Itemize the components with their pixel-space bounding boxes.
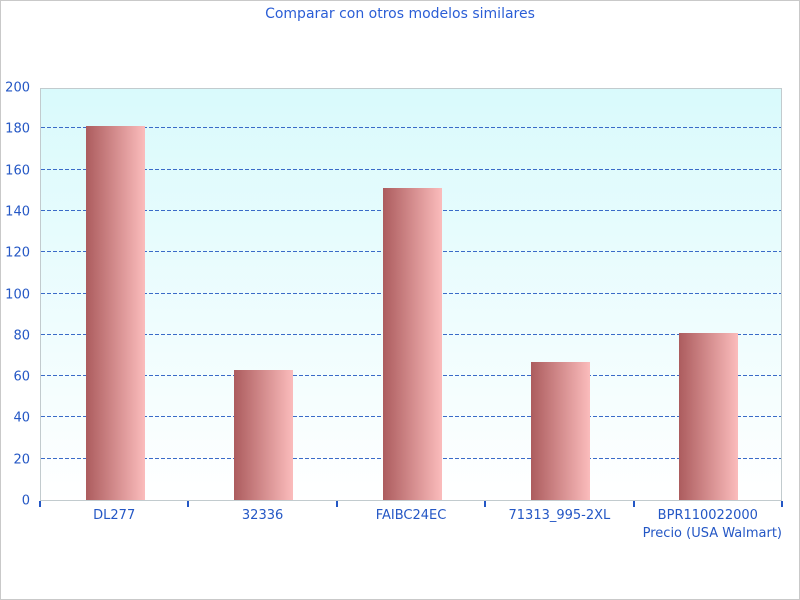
x-axis-title: Precio (USA Walmart)	[642, 526, 782, 541]
plot-area	[40, 88, 782, 501]
x-category-label: BPR110022000	[657, 508, 758, 523]
bar-BPR110022000	[679, 332, 739, 500]
x-tick-mark	[187, 501, 190, 507]
bar-71313_995-2XL	[530, 361, 590, 500]
x-category-label: 32336	[241, 508, 284, 523]
x-tick-mark	[781, 501, 783, 507]
gridline	[41, 168, 781, 170]
y-tick-label: 160	[5, 163, 30, 179]
y-tick-label: 60	[13, 369, 30, 385]
y-tick-label: 200	[5, 80, 30, 96]
y-tick-label: 40	[13, 410, 30, 426]
x-category-label: DL277	[93, 508, 136, 523]
x-category-label: FAIBC24EC	[375, 508, 447, 523]
bar-FAIBC24EC	[382, 188, 442, 500]
y-tick-label: 140	[5, 204, 30, 220]
gridline	[41, 127, 781, 129]
x-tick-mark	[632, 501, 635, 507]
chart-title: Comparar con otros modelos similares	[265, 6, 535, 22]
x-tick-mark	[484, 501, 487, 507]
bar-DL277	[85, 126, 145, 500]
y-tick-label: 80	[13, 328, 30, 344]
x-tick-mark	[335, 501, 338, 507]
x-category-label: 71313_995-2XL	[508, 508, 611, 523]
y-tick-label: 120	[5, 245, 30, 261]
y-tick-label: 180	[5, 121, 30, 137]
y-tick-label: 0	[21, 493, 30, 509]
y-tick-label: 100	[5, 287, 30, 302]
y-tick-label: 20	[13, 452, 30, 468]
x-tick-mark	[39, 501, 41, 507]
bar-32336	[234, 369, 294, 500]
